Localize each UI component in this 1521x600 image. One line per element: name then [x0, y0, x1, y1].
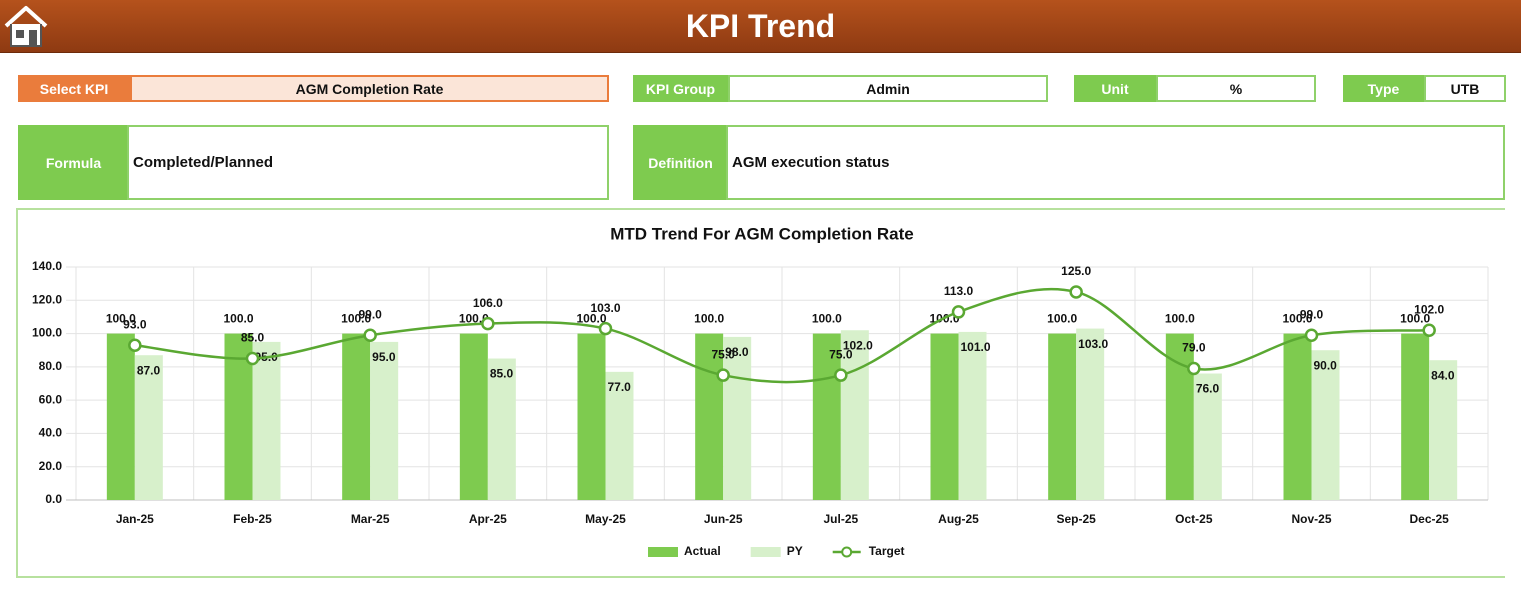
field-value[interactable]: AGM Completion Rate [130, 75, 609, 102]
field-label: Type [1343, 75, 1424, 102]
field-value: % [1156, 75, 1316, 102]
field-label: Definition [633, 125, 728, 200]
chart-panel [16, 208, 1505, 578]
field-label: KPI Group [633, 75, 728, 102]
field-label: Formula [18, 125, 129, 200]
field-value: Admin [728, 75, 1048, 102]
field-value: UTB [1424, 75, 1506, 102]
field-label: Unit [1074, 75, 1156, 102]
home-icon[interactable] [2, 4, 50, 50]
header-bar: KPI Trend [0, 0, 1521, 53]
field-label: Select KPI [18, 75, 130, 102]
field-value: Completed/Planned [127, 125, 609, 200]
field-value: AGM execution status [726, 125, 1505, 200]
page-title: KPI Trend [685, 8, 836, 44]
